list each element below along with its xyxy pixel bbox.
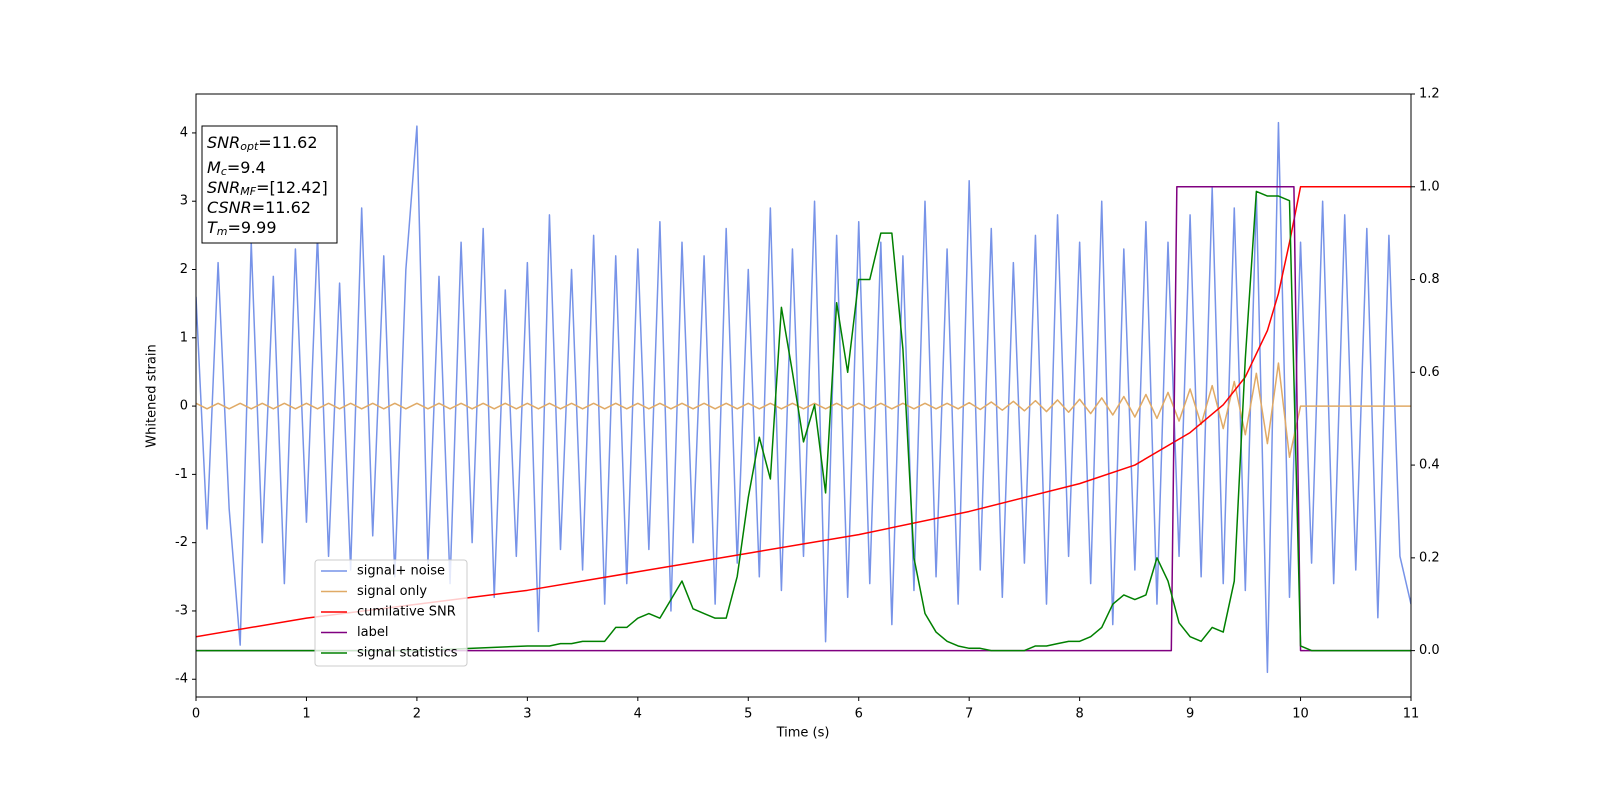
annotation-subscript: m (217, 225, 228, 238)
y-tick-label: 4 (180, 125, 188, 140)
legend-label: signal+ noise (357, 564, 445, 579)
annotation-subscript: MF (240, 185, 256, 198)
annotation-line: Mc=9.4 (207, 158, 266, 179)
x-tick-label: 10 (1292, 707, 1309, 722)
annotation-symbol: SNR (207, 133, 240, 152)
series-line (196, 121, 1411, 674)
x-tick-label: 0 (192, 707, 200, 722)
plot-area (196, 121, 1411, 674)
y-tick-label: 2 (180, 262, 188, 277)
y-tick-label: -4 (175, 672, 188, 687)
y2-tick-label: 0.8 (1419, 272, 1440, 287)
legend-label: cumilative SNR (357, 605, 456, 620)
legend-label: signal statistics (357, 646, 458, 661)
x-tick-label: 8 (1075, 707, 1083, 722)
series-line (196, 190, 1411, 652)
annotation-value: =11.62 (258, 133, 317, 152)
legend: signal+ noise signal only cumilative SNR la… (314, 559, 468, 667)
x-tick-label: 9 (1186, 707, 1194, 722)
y-tick-label: -2 (175, 535, 188, 550)
annotation-symbol: M (207, 158, 221, 177)
annotation-line: CSNR=11.62 (207, 198, 311, 217)
y-tick-label: 3 (180, 194, 188, 209)
annotation-symbol: CSNR (207, 198, 252, 217)
annotation-symbol: T (207, 218, 218, 237)
x-tick-label: 1 (302, 707, 310, 722)
series-line (196, 362, 1411, 459)
x-tick-label: 2 (413, 707, 421, 722)
annotation-line: Tm=9.99 (207, 218, 277, 239)
x-tick-label: 7 (965, 707, 973, 722)
y2-tick-label: 0.4 (1419, 458, 1440, 473)
x-tick-label: 5 (744, 707, 752, 722)
y-axis-label: Whitened strain (145, 344, 160, 447)
x-tick-label: 4 (634, 707, 642, 722)
annotation-box: SNRopt=11.62Mc=9.4SNRMF=[12.42]CSNR=11.6… (201, 125, 338, 244)
series-line (196, 186, 1411, 638)
y2-tick-label: 1.0 (1419, 179, 1440, 194)
y-tick-label: -1 (175, 467, 188, 482)
annotation-subscript: c (221, 165, 227, 178)
y-tick-label: -3 (175, 603, 188, 618)
y-tick-label: 1 (180, 330, 188, 345)
x-axis-label: Time (s) (776, 726, 830, 741)
x-tick-label: 3 (523, 707, 531, 722)
x-tick-label: 11 (1403, 707, 1420, 722)
legend-label: label (357, 625, 388, 640)
annotation-symbol: SNR (207, 178, 240, 197)
annotation-value: =9.99 (228, 218, 277, 237)
annotation-value: =11.62 (252, 198, 311, 217)
annotation-subscript: opt (240, 140, 259, 153)
annotation-value: =9.4 (227, 158, 266, 177)
annotation-line: SNRopt=11.62 (207, 133, 318, 154)
annotation-frame (201, 125, 338, 244)
annotation-line: SNRMF=[12.42] (207, 178, 328, 199)
y2-tick-label: 0.6 (1419, 365, 1440, 380)
y-tick-label: 0 (180, 399, 188, 414)
axes-frame (195, 93, 1412, 698)
y2-tick-label: 1.2 (1419, 87, 1440, 102)
x-tick-label: 6 (855, 707, 863, 722)
y2-tick-label: 0.2 (1419, 550, 1440, 565)
annotation-value: =[12.42] (256, 178, 328, 197)
legend-frame (314, 559, 468, 667)
legend-label: signal only (357, 584, 427, 599)
y2-tick-label: 0.0 (1419, 643, 1440, 658)
